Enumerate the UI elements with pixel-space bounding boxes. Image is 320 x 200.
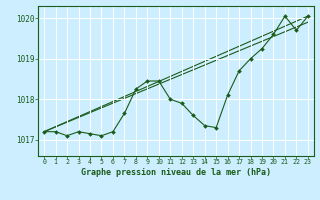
- X-axis label: Graphe pression niveau de la mer (hPa): Graphe pression niveau de la mer (hPa): [81, 168, 271, 177]
